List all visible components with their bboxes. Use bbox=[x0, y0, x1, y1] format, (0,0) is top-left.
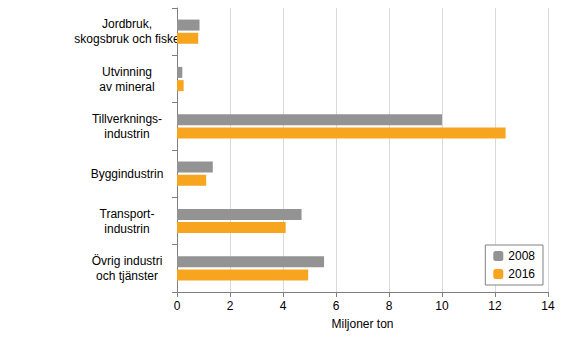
svg-text:Transport-: Transport- bbox=[100, 207, 155, 221]
svg-text:Övrig industri: Övrig industri bbox=[92, 254, 163, 268]
svg-text:skogsbruk och fiske: skogsbruk och fiske bbox=[74, 32, 180, 46]
svg-text:6: 6 bbox=[333, 299, 340, 313]
svg-text:av mineral: av mineral bbox=[99, 80, 154, 94]
svg-text:industrin: industrin bbox=[104, 222, 149, 236]
svg-text:0: 0 bbox=[174, 299, 181, 313]
svg-text:2: 2 bbox=[227, 299, 234, 313]
svg-text:10: 10 bbox=[435, 299, 449, 313]
svg-text:8: 8 bbox=[386, 299, 393, 313]
svg-text:Byggindustrin: Byggindustrin bbox=[91, 167, 164, 181]
svg-text:och tjänster: och tjänster bbox=[96, 269, 158, 283]
svg-text:2008: 2008 bbox=[508, 249, 535, 263]
svg-text:industrin: industrin bbox=[104, 127, 149, 141]
svg-text:2016: 2016 bbox=[508, 267, 535, 281]
svg-text:Jordbruk,: Jordbruk, bbox=[102, 17, 152, 31]
svg-text:Miljoner ton: Miljoner ton bbox=[331, 317, 393, 331]
svg-text:Utvinning: Utvinning bbox=[102, 65, 152, 79]
svg-text:4: 4 bbox=[280, 299, 287, 313]
svg-text:Tillverknings-: Tillverknings- bbox=[92, 112, 162, 126]
svg-text:14: 14 bbox=[541, 299, 555, 313]
svg-text:12: 12 bbox=[488, 299, 502, 313]
